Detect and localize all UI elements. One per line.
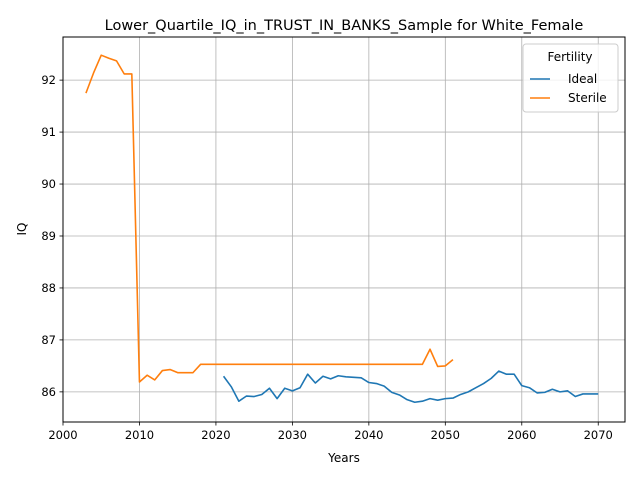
y-tick-label: 88 [41, 281, 56, 295]
series-line-sterile [85, 54, 454, 383]
x-axis-ticks: 2000 2010 2020 2030 2040 2050 2060 2070 [48, 422, 613, 442]
y-tick-label: 90 [41, 177, 56, 191]
grid [62, 37, 625, 422]
series-lines [85, 54, 599, 404]
y-tick-label: 91 [41, 125, 56, 139]
x-tick-label: 2020 [201, 428, 230, 442]
legend-box [522, 43, 619, 113]
legend-label-sterile: Sterile [568, 91, 607, 105]
x-tick-label: 2030 [278, 428, 307, 442]
x-tick-label: 2050 [431, 428, 460, 442]
plot-frame [62, 36, 626, 423]
chart-title: Lower_Quartile_IQ_in_TRUST_IN_BANKS_Samp… [105, 18, 584, 34]
y-tick-label: 89 [41, 229, 56, 243]
y-axis-ticks: 86 87 88 89 90 91 92 [41, 73, 63, 399]
y-tick-label: 92 [41, 73, 56, 87]
legend-label-ideal: Ideal [568, 72, 597, 86]
legend-title: Fertility [547, 50, 592, 64]
x-tick-label: 2070 [584, 428, 613, 442]
x-tick-label: 2010 [125, 428, 154, 442]
x-axis-label: Years [327, 451, 360, 465]
y-tick-label: 86 [41, 385, 56, 399]
x-tick-label: 2060 [507, 428, 536, 442]
x-tick-label: 2000 [48, 428, 77, 442]
y-axis-label: IQ [15, 223, 29, 236]
x-tick-label: 2040 [354, 428, 383, 442]
legend: Fertility Ideal Sterile [522, 43, 619, 113]
series-line-ideal [222, 370, 599, 404]
y-tick-label: 87 [41, 333, 56, 347]
